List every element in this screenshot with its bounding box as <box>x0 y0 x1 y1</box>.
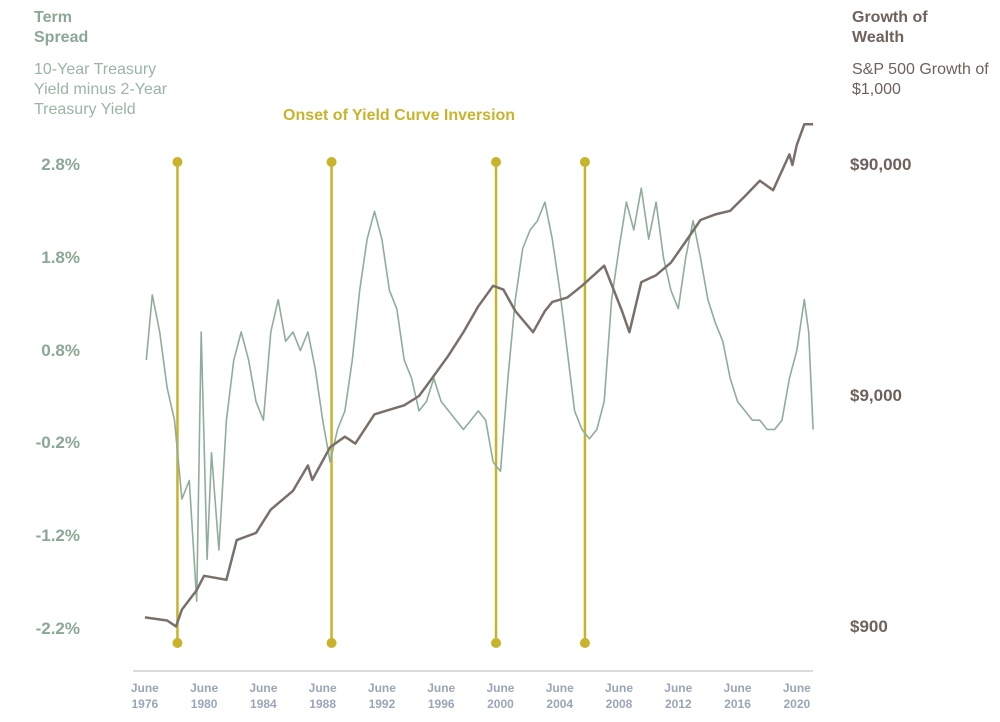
y-tick-label: 1.8% <box>41 247 80 267</box>
y-tick-label: -0.2% <box>35 433 80 453</box>
inversion-dot <box>491 157 502 167</box>
y2-tick-label: $900 <box>850 617 888 636</box>
inversion-dot <box>172 157 183 167</box>
y-tick-label: -1.2% <box>35 526 80 546</box>
x-tick-label: June 2008 <box>605 681 634 711</box>
x-tick-label: June 1988 <box>308 681 337 711</box>
x-tick-label: June 2004 <box>545 681 574 711</box>
inversion-dot <box>491 638 502 648</box>
inversion-dot <box>579 638 590 648</box>
left-axis-title: Term Spread <box>34 9 89 46</box>
x-tick-label: June 2000 <box>486 681 515 711</box>
y-tick-label: -2.2% <box>35 619 80 638</box>
inversion-dot <box>326 638 337 648</box>
x-tick-label: June 1984 <box>249 681 278 711</box>
x-tick-label: June 2016 <box>723 681 752 711</box>
right-axis-subtitle: S&P 500 Growth of $1,000 <box>852 61 989 98</box>
left-axis-subtitle: 10-Year Treasury Yield minus 2-Year Trea… <box>34 61 168 118</box>
y-tick-label: 2.8% <box>41 155 80 174</box>
y2-tick-label: $90,000 <box>850 155 912 174</box>
right-axis-title: Growth of Wealth <box>852 9 928 46</box>
inversion-dot <box>326 157 337 167</box>
x-tick-label: June 1980 <box>190 681 219 711</box>
x-tick-label: June 1976 <box>130 681 159 711</box>
x-tick-label: June 2012 <box>664 681 693 711</box>
inversion-dot <box>579 157 590 167</box>
x-tick-label: June 2020 <box>782 681 811 711</box>
series-line <box>144 123 814 628</box>
y-tick-label: 0.8% <box>41 340 80 360</box>
y2-tick-label: $9,000 <box>850 386 902 405</box>
series-line <box>145 187 814 602</box>
annotation: Onset of Yield Curve Inversion <box>283 107 516 124</box>
x-tick-label: June 1992 <box>367 681 396 711</box>
x-tick-label: June 1996 <box>427 681 456 711</box>
inversion-dot <box>172 638 183 648</box>
